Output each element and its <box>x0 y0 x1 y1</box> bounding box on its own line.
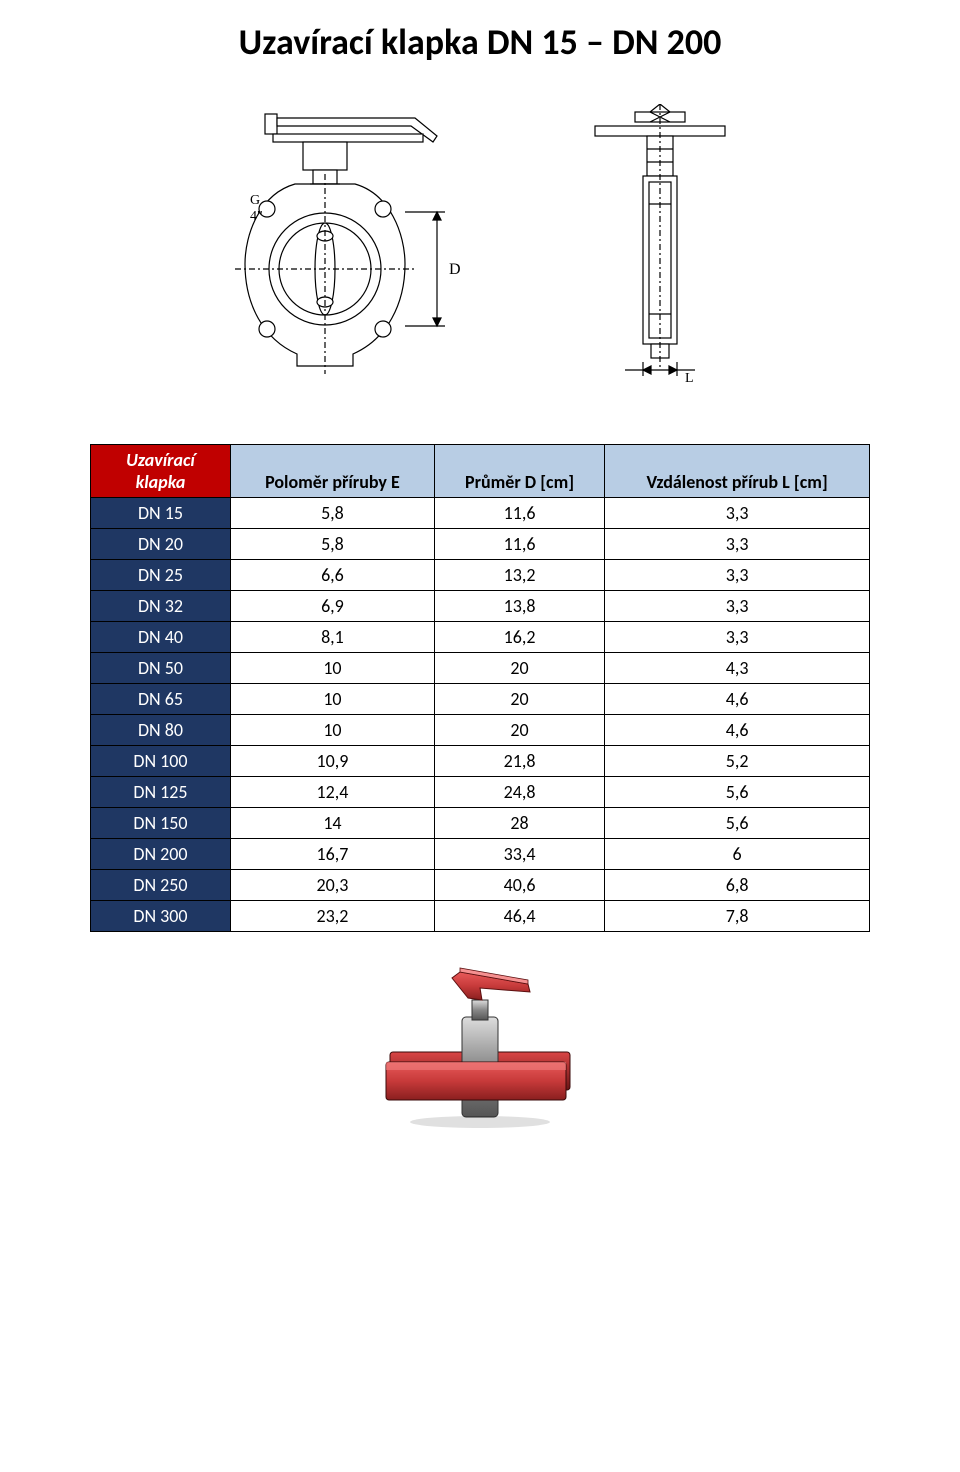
row-e: 5,8 <box>231 498 435 529</box>
row-e: 6,6 <box>231 560 435 591</box>
table-row: DN 155,811,63,3 <box>91 498 870 529</box>
table-row: DN 10010,921,85,2 <box>91 746 870 777</box>
row-d: 16,2 <box>434 622 604 653</box>
row-d: 46,4 <box>434 901 604 932</box>
row-d: 11,6 <box>434 498 604 529</box>
svg-text:4": 4" <box>250 209 263 224</box>
row-e: 8,1 <box>231 622 435 653</box>
table-row: DN 15014285,6 <box>91 808 870 839</box>
row-name: DN 15 <box>91 498 231 529</box>
table-row: DN 326,913,83,3 <box>91 591 870 622</box>
row-name: DN 150 <box>91 808 231 839</box>
valve-3d-icon <box>90 962 870 1132</box>
table-row: DN 408,116,23,3 <box>91 622 870 653</box>
row-l: 6 <box>605 839 870 870</box>
row-l: 5,6 <box>605 777 870 808</box>
row-e: 16,7 <box>231 839 435 870</box>
row-e: 10 <box>231 653 435 684</box>
row-name: DN 100 <box>91 746 231 777</box>
row-l: 7,8 <box>605 901 870 932</box>
table-row: DN 20016,733,46 <box>91 839 870 870</box>
row-l: 5,6 <box>605 808 870 839</box>
row-name: DN 200 <box>91 839 231 870</box>
row-name: DN 80 <box>91 715 231 746</box>
table-row: DN 5010204,3 <box>91 653 870 684</box>
row-name: DN 20 <box>91 529 231 560</box>
row-e: 12,4 <box>231 777 435 808</box>
valve-front-diagram: G 4" D <box>205 104 505 384</box>
row-l: 4,3 <box>605 653 870 684</box>
row-d: 28 <box>434 808 604 839</box>
row-e: 6,9 <box>231 591 435 622</box>
row-name: DN 300 <box>91 901 231 932</box>
row-d: 21,8 <box>434 746 604 777</box>
row-e: 10,9 <box>231 746 435 777</box>
row-l: 4,6 <box>605 715 870 746</box>
table-header-col1: Poloměr příruby E <box>231 445 435 498</box>
table-row: DN 25020,340,66,8 <box>91 870 870 901</box>
row-l: 6,8 <box>605 870 870 901</box>
table-row: DN 12512,424,85,6 <box>91 777 870 808</box>
table-row: DN 205,811,63,3 <box>91 529 870 560</box>
row-e: 14 <box>231 808 435 839</box>
row-l: 3,3 <box>605 529 870 560</box>
valve-side-diagram: L <box>575 104 755 384</box>
row-l: 5,2 <box>605 746 870 777</box>
row-l: 3,3 <box>605 622 870 653</box>
svg-text:G: G <box>250 193 260 208</box>
dimensions-table: Uzavírací klapka Poloměr příruby E Průmě… <box>90 444 870 932</box>
row-d: 13,2 <box>434 560 604 591</box>
svg-text:L: L <box>685 371 694 384</box>
row-name: DN 25 <box>91 560 231 591</box>
row-l: 3,3 <box>605 591 870 622</box>
row-d: 24,8 <box>434 777 604 808</box>
row-e: 20,3 <box>231 870 435 901</box>
row-name: DN 65 <box>91 684 231 715</box>
row-d: 40,6 <box>434 870 604 901</box>
row-l: 3,3 <box>605 560 870 591</box>
table-row: DN 256,613,23,3 <box>91 560 870 591</box>
row-d: 33,4 <box>434 839 604 870</box>
row-l: 4,6 <box>605 684 870 715</box>
row-d: 11,6 <box>434 529 604 560</box>
row-e: 10 <box>231 715 435 746</box>
row-e: 10 <box>231 684 435 715</box>
row-l: 3,3 <box>605 498 870 529</box>
table-row: DN 8010204,6 <box>91 715 870 746</box>
row-d: 20 <box>434 684 604 715</box>
svg-text:D: D <box>449 261 461 278</box>
row-d: 20 <box>434 715 604 746</box>
row-d: 20 <box>434 653 604 684</box>
row-name: DN 250 <box>91 870 231 901</box>
row-name: DN 125 <box>91 777 231 808</box>
table-header-col2: Průměr D [cm] <box>434 445 604 498</box>
row-name: DN 40 <box>91 622 231 653</box>
table-header-rowhead: Uzavírací klapka <box>91 445 231 498</box>
row-d: 13,8 <box>434 591 604 622</box>
table-header-col3: Vzdálenost přírub L [cm] <box>605 445 870 498</box>
row-name: DN 50 <box>91 653 231 684</box>
technical-diagrams: G 4" D <box>90 104 870 384</box>
row-name: DN 32 <box>91 591 231 622</box>
row-e: 5,8 <box>231 529 435 560</box>
page-title: Uzavírací klapka DN 15 – DN 200 <box>90 20 870 64</box>
table-row: DN 30023,246,47,8 <box>91 901 870 932</box>
row-e: 23,2 <box>231 901 435 932</box>
table-row: DN 6510204,6 <box>91 684 870 715</box>
